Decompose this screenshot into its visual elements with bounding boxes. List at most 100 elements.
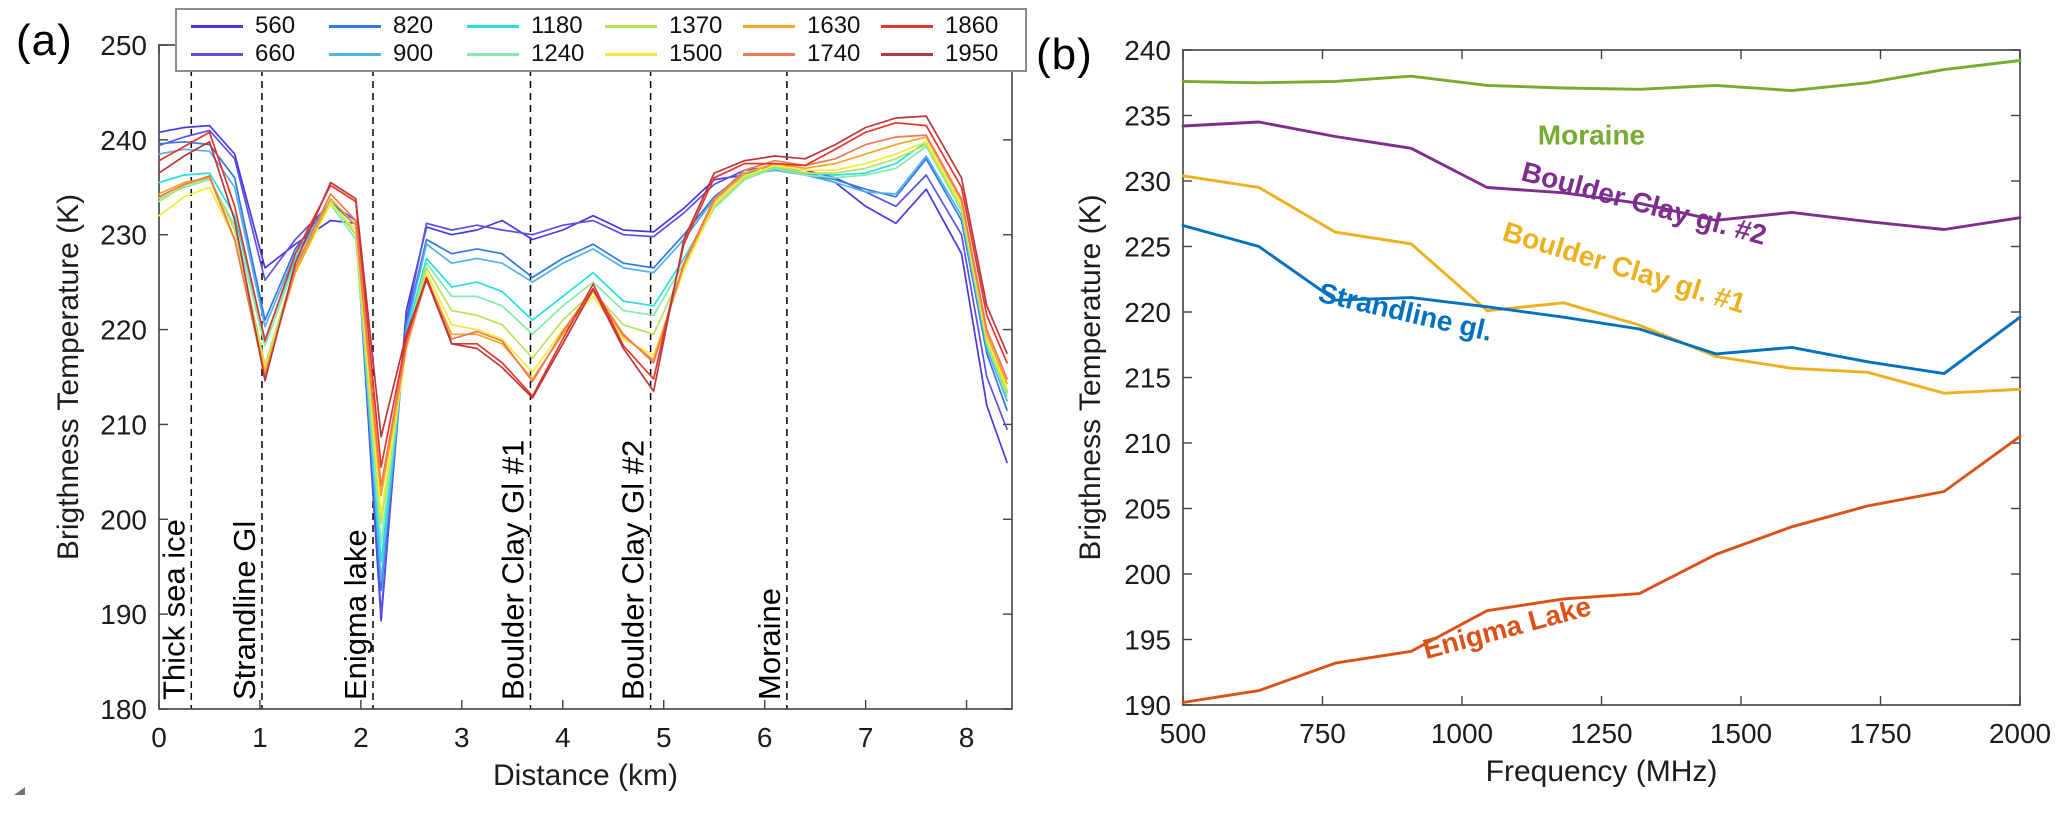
legend-line-swatch <box>881 24 933 28</box>
y-tick-label: 210 <box>1124 428 1171 459</box>
series-line-820 <box>158 140 1008 592</box>
series-line-strandline-gl- <box>1181 224 2022 376</box>
x-tick-label: 2000 <box>1989 718 2051 749</box>
y-tick-label: 200 <box>1124 559 1171 590</box>
legend-entry: 1240 <box>467 41 605 67</box>
series-line-1500 <box>158 140 1008 516</box>
legend-line-swatch <box>743 24 795 28</box>
legend-entry: 820 <box>329 13 467 39</box>
legend-entry: 1370 <box>605 13 743 39</box>
x-tick-label: 5 <box>656 722 672 753</box>
x-tick-label: 750 <box>1299 718 1346 749</box>
x-tick-label: 6 <box>757 722 773 753</box>
x-tick-label: 2 <box>353 722 369 753</box>
zone-label: Enigma lake <box>338 529 373 700</box>
series-line-560 <box>158 124 1008 622</box>
y-tick-label: 235 <box>1124 101 1171 132</box>
x-tick-label: 1250 <box>1570 718 1632 749</box>
legend-line-swatch <box>329 24 381 28</box>
series-line-660 <box>158 129 1008 615</box>
panel-a-letter: (a) <box>16 16 73 65</box>
legend-label: 1950 <box>945 40 999 67</box>
y-tick-label: 190 <box>1124 690 1171 721</box>
y-tick-label: 240 <box>1124 35 1171 66</box>
y-tick-label: 230 <box>1124 166 1171 197</box>
zone-label: Boulder Clay Gl #2 <box>616 440 651 700</box>
x-tick-label: 7 <box>858 722 874 753</box>
series-line-1950 <box>158 115 1008 438</box>
legend-line-swatch <box>605 52 657 56</box>
legend-label: 1240 <box>531 40 585 67</box>
legend-label: 560 <box>255 12 296 39</box>
x-axis-label: Frequency (MHz) <box>1486 755 1718 788</box>
series-label: Strandline gl. <box>1316 277 1496 347</box>
x-tick-label: 1 <box>252 722 268 753</box>
legend-line-swatch <box>329 52 381 56</box>
series-label: Enigma Lake <box>1420 590 1595 665</box>
y-axis-label: Brigthness Temperature (K) <box>52 194 85 560</box>
legend-label: 1630 <box>807 12 861 39</box>
series-line-1860 <box>158 121 1008 468</box>
legend-entry: 1180 <box>467 13 605 39</box>
legend-entry: 1860 <box>881 13 1019 39</box>
legend-entry: 1950 <box>881 41 1019 67</box>
legend-line-swatch <box>191 52 243 56</box>
legend-entry: 900 <box>329 41 467 67</box>
y-tick-label: 200 <box>100 504 147 535</box>
legend-entry: 1630 <box>743 13 881 39</box>
x-tick-label: 500 <box>1160 718 1207 749</box>
series-line-1630 <box>158 136 1008 497</box>
series-line-boulder-clay-gl-2 <box>1181 120 2022 231</box>
series-line-moraine <box>1181 59 2022 93</box>
y-axis-label: Brigthness Temperature (K) <box>1074 194 1107 560</box>
y-tick-label: 215 <box>1124 363 1171 394</box>
legend-label: 820 <box>393 12 434 39</box>
y-tick-label: 230 <box>100 220 147 251</box>
stray-mark <box>14 787 25 795</box>
series-line-1370 <box>158 143 1008 525</box>
x-tick-label: 0 <box>151 722 167 753</box>
legend-line-swatch <box>881 52 933 56</box>
zone-label: Thick sea ice <box>156 519 191 700</box>
legend-label: 1860 <box>945 12 999 39</box>
y-tick-label: 220 <box>1124 297 1171 328</box>
x-tick-label: 8 <box>959 722 975 753</box>
zone-label: Moraine <box>752 588 787 700</box>
y-tick-label: 210 <box>100 409 147 440</box>
series-line-1740 <box>158 134 1008 487</box>
x-tick-label: 3 <box>454 722 470 753</box>
series-line-1240 <box>158 145 1008 544</box>
y-tick-label: 205 <box>1124 494 1171 525</box>
legend-label: 1370 <box>669 12 723 39</box>
plot-frame <box>158 44 1013 710</box>
x-tick-label: 1750 <box>1849 718 1911 749</box>
legend-line-swatch <box>467 24 519 28</box>
legend-entry: 560 <box>191 13 329 39</box>
x-tick-label: 1500 <box>1710 718 1772 749</box>
frequency-legend: 560 660 820 900 1180 1240 1370 1500 1630 1740 1860… <box>175 8 1027 72</box>
zone-label: Boulder Clay Gl #1 <box>495 440 530 700</box>
legend-label: 1180 <box>531 12 583 39</box>
x-axis-label: Distance (km) <box>493 759 678 792</box>
legend-line-swatch <box>467 52 519 56</box>
panel-b-letter: (b) <box>1036 30 1093 79</box>
legend-label: 1500 <box>669 40 723 67</box>
y-tick-label: 250 <box>100 30 147 61</box>
legend-line-swatch <box>191 24 243 28</box>
series-label: Moraine <box>1538 119 1645 150</box>
y-tick-label: 220 <box>100 315 147 346</box>
legend-line-swatch <box>605 24 657 28</box>
legend-entry: 1500 <box>605 41 743 67</box>
legend-entry: 1740 <box>743 41 881 67</box>
legend-label: 660 <box>255 40 296 67</box>
series-line-1180 <box>158 140 1008 563</box>
legend-label: 900 <box>393 40 434 67</box>
y-tick-label: 195 <box>1124 625 1171 656</box>
legend-entry: 660 <box>191 41 329 67</box>
y-tick-label: 225 <box>1124 232 1171 263</box>
y-tick-label: 190 <box>100 599 147 630</box>
legend-line-swatch <box>743 52 795 56</box>
y-tick-label: 180 <box>100 694 147 725</box>
